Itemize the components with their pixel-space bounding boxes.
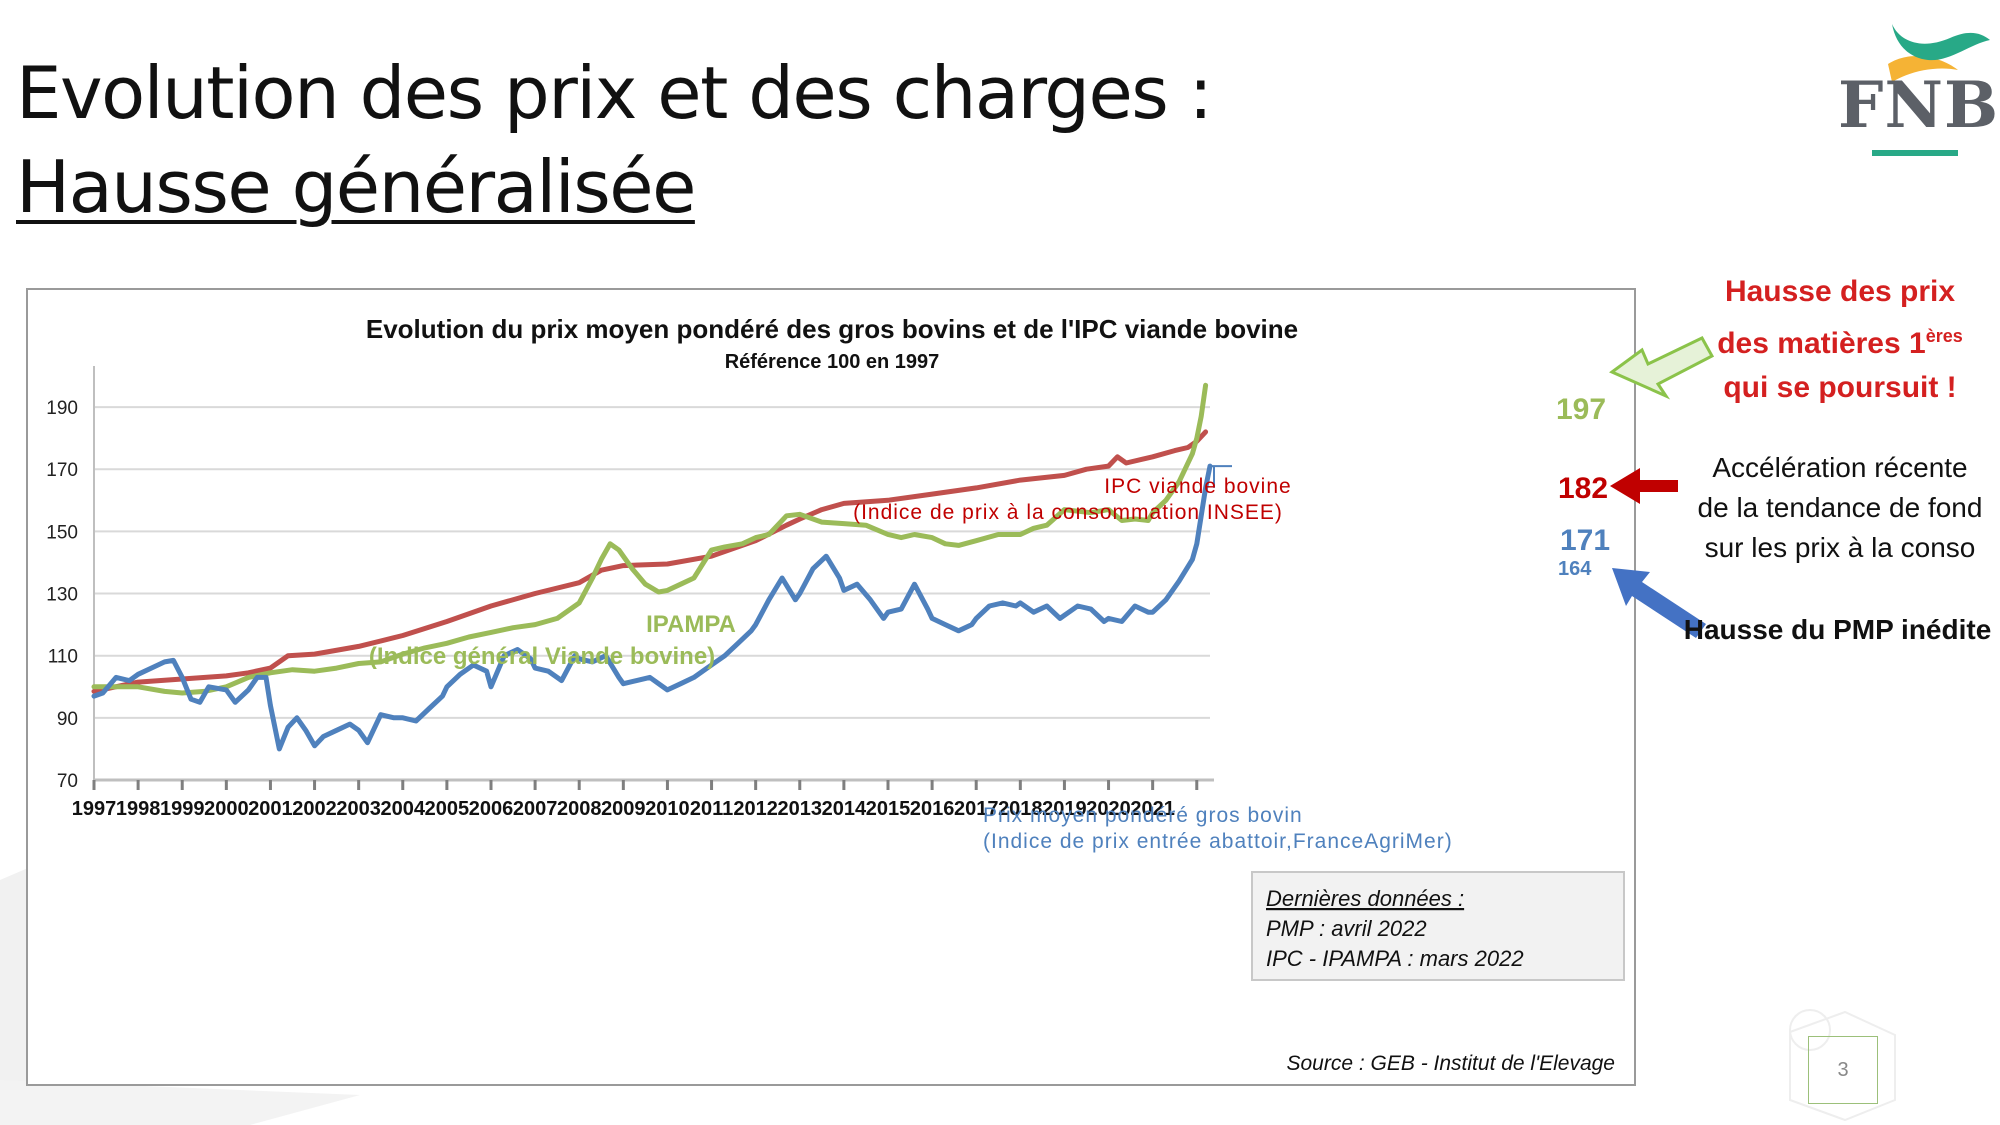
black-annot-line3: sur les prix à la conso [1704, 532, 1976, 563]
fnb-logo-icon [1888, 24, 1990, 82]
x-tick-label: 1999 [160, 798, 205, 820]
red-annot-line3: qui se poursuit ! [1723, 371, 1957, 404]
title-line2: Hausse généralisée [16, 145, 696, 229]
series-line-2 [91, 382, 1209, 696]
ipampa-label-line1: IPAMPA [646, 611, 736, 638]
red-annot-sup: ères [1925, 326, 1963, 346]
ipampa-end-value: 197 [1556, 393, 1606, 426]
x-tick-label: 1998 [116, 798, 161, 820]
raw-material-annotation: Hausse des prix des matières 1ères qui s… [1690, 270, 1990, 410]
pmp-label-line2: (Indice de prix entrée abattoir,FranceAg… [983, 830, 1453, 853]
pmp-label-line1: Prix moyen pondéré gros bovin [983, 804, 1303, 827]
y-tick-label: 130 [46, 585, 78, 606]
red-annot-line2-text: des matières 1 [1717, 327, 1926, 360]
x-tick-label: 2015 [866, 798, 911, 820]
chart-source: Source : GEB - Institut de l'Elevage [1286, 1052, 1615, 1075]
y-tick-label: 190 [46, 398, 78, 419]
y-tick-label: 70 [57, 771, 78, 792]
ipc-end-value: 182 [1558, 472, 1608, 505]
x-tick-label: 2021 [1130, 798, 1175, 820]
logo-underline [1872, 150, 1958, 156]
note-line1: PMP : avril 2022 [1266, 916, 1427, 941]
x-tick-label: 2003 [336, 798, 381, 820]
x-tick-label: 2011 [690, 798, 733, 820]
x-tick-label: 2017 [954, 798, 999, 820]
chart-frame: 70 90 110 130 150 170 190 1997 1998 1999 2000 2001 2… [26, 288, 1636, 1086]
x-tick-label: 2004 [381, 798, 426, 820]
x-tick-label: 2019 [1042, 798, 1087, 820]
x-tick-label: 2009 [601, 798, 646, 820]
x-tick-label: 2002 [292, 798, 337, 820]
chart-title: Evolution du prix moyen pondéré des gros… [366, 314, 1298, 344]
y-tick-label: 90 [57, 709, 78, 730]
x-tick-label: 2006 [469, 798, 514, 820]
x-tick-label: 2001 [248, 798, 293, 820]
x-tick-label: 2008 [557, 798, 602, 820]
black-annot-line1: Accélération récente [1712, 452, 1968, 483]
conso-annotation: Accélération récente de la tendance de f… [1670, 448, 2000, 568]
x-tick-label: 2020 [1086, 798, 1131, 820]
x-tick-label: 2000 [204, 798, 249, 820]
title-line1: Evolution des prix et des charges : [16, 51, 1213, 135]
y-tick-label: 110 [48, 647, 78, 668]
x-tick-label: 1997 [72, 798, 117, 820]
pmp-secondary-value: 164 [1558, 558, 1592, 580]
series-line-1 [91, 429, 1209, 694]
x-tick-label: 2013 [778, 798, 823, 820]
y-tick-label: 170 [46, 460, 78, 481]
note-title: Dernières données : [1266, 886, 1464, 911]
chart-subtitle: Référence 100 en 1997 [725, 351, 940, 373]
y-tick-label: 150 [46, 522, 78, 543]
note-line2: IPC - IPAMPA : mars 2022 [1266, 946, 1524, 971]
pmp-end-value: 171 [1560, 524, 1610, 557]
red-annot-line1: Hausse des prix [1724, 275, 1956, 308]
x-tick-label: 2012 [733, 798, 778, 820]
ipampa-label-line2: (Indice général Viande bovine) [369, 643, 715, 670]
red-annot-line2: des matières 1ères [1690, 314, 1990, 366]
x-tick-label: 2016 [910, 798, 955, 820]
logo-text: FNB [1838, 68, 2000, 143]
series-line-3 [91, 463, 1213, 752]
black-annot-line2: de la tendance de fond [1697, 492, 1983, 523]
x-tick-label: 2007 [513, 798, 558, 820]
pmp-annotation: Hausse du PMP inédite [1683, 614, 1992, 645]
slide-title: Evolution des prix et des charges : Haus… [16, 46, 1213, 234]
ipc-label-line1: IPC viande bovine [1104, 475, 1291, 498]
x-tick-label: 2018 [998, 798, 1043, 820]
page-number: 3 [1808, 1036, 1878, 1104]
ipc-label-line2: (Indice de prix à la consommation INSEE) [853, 501, 1283, 524]
x-tick-label: 2014 [822, 798, 867, 820]
x-tick-label: 2010 [645, 798, 690, 820]
latest-data-box [1251, 871, 1625, 981]
x-tick-label: 2005 [425, 798, 470, 820]
